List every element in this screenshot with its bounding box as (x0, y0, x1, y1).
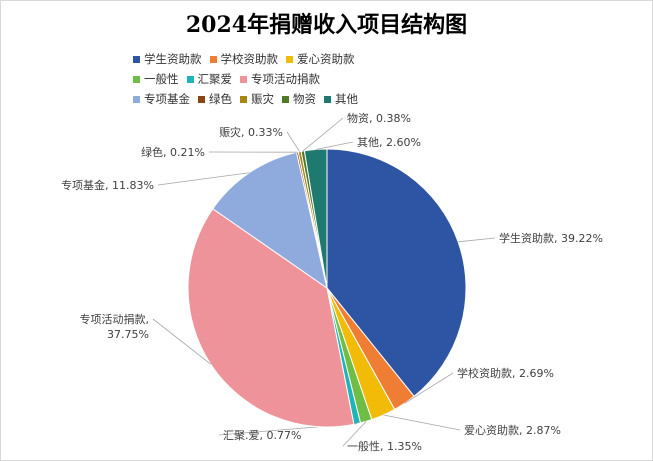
legend-swatch (286, 55, 293, 63)
legend-swatch (324, 95, 331, 103)
slice-label: 物资, 0.38% (347, 111, 411, 125)
legend-label: 学校资助款 (220, 52, 279, 66)
legend-swatch (240, 75, 247, 83)
legend-swatch (133, 55, 140, 63)
slice-label: 学生资助款, 39.22% (499, 231, 603, 245)
legend-label: 专项活动捐款 (251, 72, 320, 86)
leader-line (458, 237, 496, 243)
leader-line (315, 141, 354, 150)
leader-line (152, 318, 211, 365)
legend-item: 学生资助款 (133, 51, 202, 67)
legend-label: 爱心资助款 (297, 52, 355, 66)
legend-swatch (186, 75, 194, 83)
leader-line (342, 421, 367, 447)
legend-swatch (133, 75, 140, 83)
leader-line (302, 117, 344, 152)
legend-swatch (133, 95, 140, 103)
leader-line (383, 414, 461, 431)
legend-label: 其他 (335, 92, 358, 106)
legend-label: 物资 (293, 92, 316, 106)
legend-item: 其他 (324, 91, 358, 107)
legend-item: 绿色 (198, 91, 232, 107)
legend-item: 汇聚爱 (186, 71, 233, 87)
legend-swatch (240, 95, 247, 103)
leader-line (157, 172, 250, 186)
slice-label: 一般性, 1.35% (347, 439, 422, 453)
legend-swatch (282, 95, 289, 103)
legend-swatch (209, 55, 217, 63)
slice-label: 赈灾, 0.33% (219, 125, 283, 139)
legend-item: 学校资助款 (209, 51, 279, 67)
slice-label: 专项基金, 11.83% (61, 178, 154, 192)
legend-item: 专项活动捐款 (240, 71, 320, 87)
leader-line (286, 131, 301, 152)
slice-label: 其他, 2.60% (357, 136, 421, 149)
slice-label: 绿色, 0.21% (141, 145, 205, 159)
legend-label: 汇聚爱 (197, 72, 233, 86)
pie-slice (326, 148, 467, 398)
leader-line (404, 372, 454, 404)
pie-slice (303, 148, 328, 289)
legend-label: 绿色 (209, 92, 232, 106)
slice-label: 学校资助款, 2.69% (457, 366, 554, 380)
legend-item: 物资 (282, 91, 316, 107)
legend-label: 一般性 (144, 72, 179, 86)
legend-label: 学生资助款 (144, 52, 202, 66)
legend: 学生资助款 学校资助款 爱心资助款一般性 汇聚爱 专项活动捐款专项基金 绿色 赈灾 物资 其他 (133, 51, 373, 107)
legend-item: 爱心资助款 (286, 51, 355, 67)
slice-label: 爱心资助款, 2.87% (464, 423, 561, 437)
chart-title: 2024年捐赠收入项目结构图 (185, 12, 468, 38)
legend-label: 专项基金 (144, 92, 190, 106)
legend-swatch (198, 95, 205, 103)
slice-label: 专项活动捐款, 37.75% (80, 312, 150, 341)
slice-label: 汇聚.爱, 0.77% (223, 429, 301, 442)
pie-slice (212, 151, 328, 290)
legend-item: 专项基金 (133, 91, 190, 107)
legend-item: 赈灾 (240, 91, 274, 107)
legend-item: 一般性 (133, 71, 179, 87)
legend-label: 赈灾 (251, 92, 274, 106)
